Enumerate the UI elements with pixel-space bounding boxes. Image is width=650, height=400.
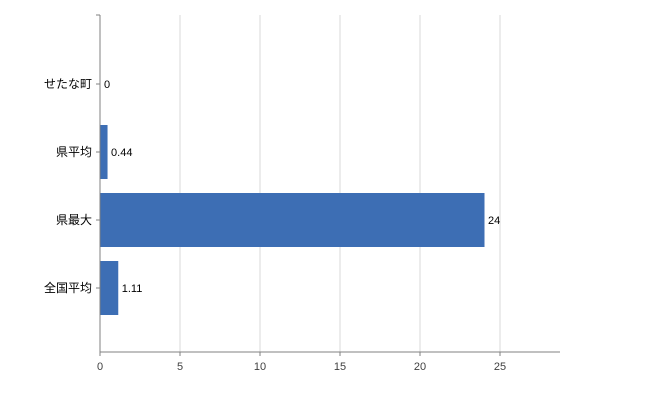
bar-2: [100, 125, 108, 179]
category-label: 県最大: [56, 213, 92, 227]
x-tick-label: 20: [414, 361, 426, 373]
bar-3: [100, 193, 485, 247]
value-label: 24: [488, 215, 500, 227]
value-label: 1.11: [122, 283, 143, 295]
value-label: 0: [104, 79, 110, 91]
x-tick-label: 10: [254, 361, 266, 373]
category-label: 県平均: [56, 145, 92, 159]
x-tick-label: 5: [177, 361, 183, 373]
x-tick-label: 15: [334, 361, 346, 373]
value-label: 0.44: [111, 147, 132, 159]
x-tick-label: 0: [97, 361, 103, 373]
x-tick-label: 25: [494, 361, 506, 373]
category-label: 全国平均: [44, 280, 92, 295]
category-label: せたな町: [44, 77, 92, 91]
bar-4: [100, 261, 119, 315]
